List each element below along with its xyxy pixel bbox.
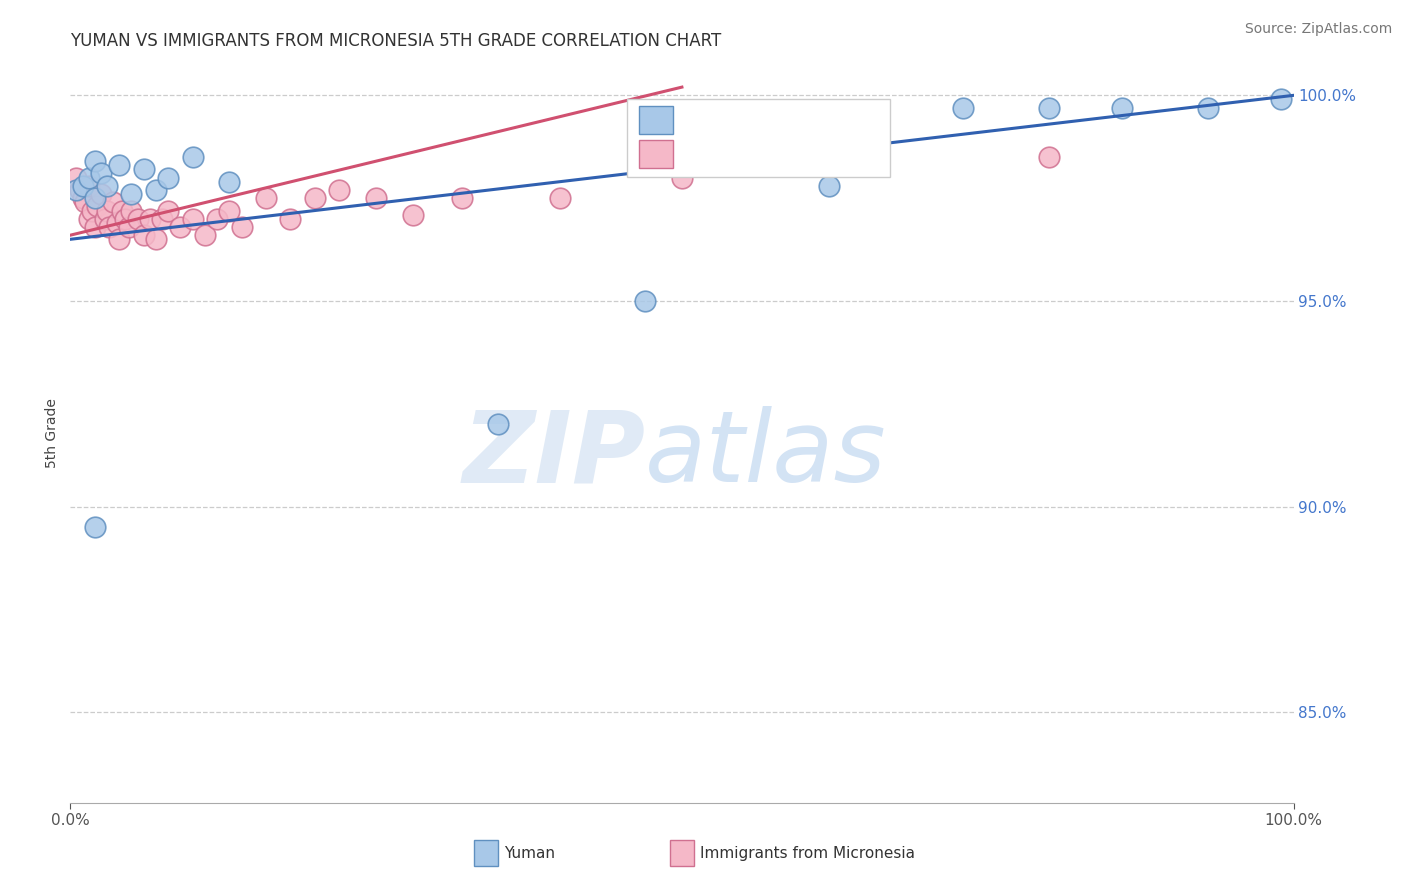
Point: [139, 211, 162, 226]
Text: YUMAN VS IMMIGRANTS FROM MICRONESIA 5TH GRADE CORRELATION CHART: YUMAN VS IMMIGRANTS FROM MICRONESIA 5TH …: [70, 32, 721, 50]
Point: [181, 150, 204, 164]
Point: [118, 219, 141, 234]
Point: [366, 191, 388, 205]
Point: [671, 170, 693, 185]
Point: [157, 170, 180, 185]
Point: [254, 191, 277, 205]
Point: [90, 166, 112, 180]
Text: Yuman: Yuman: [505, 846, 555, 861]
Point: [77, 211, 100, 226]
Point: [96, 203, 118, 218]
Text: N = 23: N = 23: [804, 107, 873, 126]
Point: [127, 211, 149, 226]
Bar: [640, 106, 673, 135]
Bar: [474, 840, 499, 866]
Point: [952, 101, 974, 115]
Point: [145, 232, 167, 246]
Point: [101, 195, 124, 210]
Point: [548, 191, 571, 205]
Point: [450, 191, 472, 205]
Point: [82, 203, 104, 218]
Point: [72, 191, 94, 205]
Point: [402, 208, 425, 222]
Point: [65, 183, 87, 197]
Bar: [627, 99, 890, 178]
Point: [132, 228, 155, 243]
Y-axis label: 5th Grade: 5th Grade: [45, 398, 59, 467]
Point: [218, 203, 240, 218]
Point: [121, 203, 143, 218]
Point: [205, 211, 228, 226]
Point: [304, 191, 326, 205]
Point: [65, 170, 87, 185]
Point: [108, 232, 131, 246]
Point: [1038, 150, 1060, 164]
Point: [93, 211, 115, 226]
Point: [817, 178, 839, 193]
Point: [86, 199, 108, 213]
Point: [83, 219, 105, 234]
Point: [488, 417, 510, 432]
Point: [98, 219, 121, 234]
Point: [1270, 92, 1292, 106]
Text: R = 0.224: R = 0.224: [688, 107, 786, 126]
Point: [121, 187, 143, 202]
Text: atlas: atlas: [645, 407, 887, 503]
Point: [132, 162, 155, 177]
Point: [77, 170, 100, 185]
Text: R =  0.213: R = 0.213: [688, 144, 793, 162]
Point: [83, 191, 105, 205]
Point: [150, 211, 173, 226]
Point: [218, 175, 240, 189]
Point: [83, 520, 105, 534]
Text: N = 43: N = 43: [804, 144, 873, 162]
Point: [181, 211, 204, 226]
Point: [194, 228, 217, 243]
Point: [157, 203, 180, 218]
Point: [72, 178, 94, 193]
Point: [105, 216, 128, 230]
Point: [73, 195, 96, 210]
Point: [280, 211, 302, 226]
Point: [1038, 101, 1060, 115]
Point: [842, 129, 865, 144]
Bar: [640, 140, 673, 169]
Point: [111, 203, 134, 218]
Bar: [669, 840, 695, 866]
Point: [108, 158, 131, 172]
Point: [83, 154, 105, 169]
Point: [96, 178, 118, 193]
Text: Immigrants from Micronesia: Immigrants from Micronesia: [700, 846, 915, 861]
Text: Source: ZipAtlas.com: Source: ZipAtlas.com: [1244, 22, 1392, 37]
Point: [114, 211, 136, 226]
Point: [231, 219, 253, 234]
Point: [90, 187, 112, 202]
Point: [1197, 101, 1219, 115]
Text: ZIP: ZIP: [463, 407, 645, 503]
Point: [77, 178, 100, 193]
Point: [69, 183, 91, 197]
Point: [328, 183, 350, 197]
Point: [169, 219, 191, 234]
Point: [145, 183, 167, 197]
Point: [634, 293, 657, 308]
Point: [1111, 101, 1133, 115]
